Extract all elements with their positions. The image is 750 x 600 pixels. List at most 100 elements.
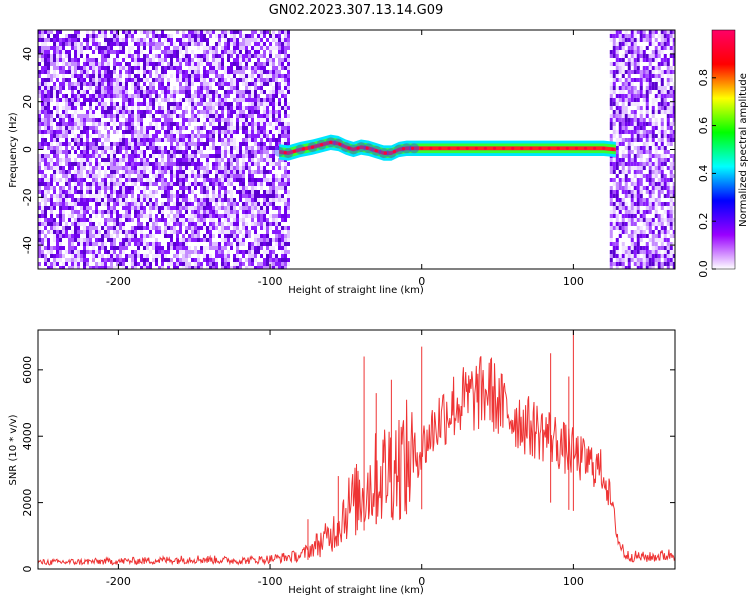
heatmap-cell — [624, 50, 628, 54]
heatmap-cell — [44, 254, 47, 258]
heatmap-cell — [251, 186, 254, 190]
heatmap-cell — [95, 142, 98, 146]
heatmap-cell — [197, 94, 200, 98]
heatmap-cell — [50, 250, 53, 254]
heatmap-cell — [188, 38, 191, 42]
heatmap-cell — [77, 98, 80, 102]
heatmap-cell — [266, 62, 269, 66]
heatmap-cell — [74, 182, 77, 186]
heatmap-cell — [149, 266, 152, 269]
heatmap-cell — [257, 74, 260, 78]
heatmap-cell — [263, 118, 266, 122]
heatmap-cell — [59, 50, 62, 54]
heatmap-cell — [272, 162, 275, 166]
heatmap-cell — [128, 238, 131, 242]
heatmap-cell — [89, 62, 92, 66]
heatmap-cell — [74, 186, 77, 190]
heatmap-cell — [627, 86, 631, 90]
heatmap-cell — [95, 206, 98, 210]
heatmap-cell — [176, 246, 179, 250]
heatmap-cell — [47, 154, 50, 158]
heatmap-cell — [131, 46, 134, 50]
heatmap-cell — [275, 34, 278, 38]
heatmap-cell — [609, 34, 613, 38]
heatmap-cell — [254, 130, 257, 134]
heatmap-cell — [618, 262, 622, 266]
heatmap-cell — [158, 242, 161, 246]
heatmap-cell — [275, 214, 278, 218]
heatmap-cell — [185, 110, 188, 114]
heatmap-cell — [627, 34, 631, 38]
heatmap-cell — [83, 218, 86, 222]
heatmap-cell — [140, 154, 143, 158]
heatmap-cell — [239, 238, 242, 242]
heatmap-cell — [612, 62, 616, 66]
heatmap-cell — [188, 198, 191, 202]
heatmap-cell — [128, 142, 131, 146]
heatmap-cell — [185, 146, 188, 150]
heatmap-cell — [131, 54, 134, 58]
heatmap-cell — [251, 214, 254, 218]
heatmap-cell — [182, 46, 185, 50]
heatmap-cell — [128, 202, 131, 206]
heatmap-cell — [212, 30, 215, 34]
heatmap-cell — [155, 230, 158, 234]
heatmap-cell — [146, 254, 149, 258]
heatmap-cell — [224, 198, 227, 202]
heatmap-cell — [200, 54, 203, 58]
heatmap-cell — [47, 110, 50, 114]
heatmap-cell — [146, 130, 149, 134]
heatmap-cell — [621, 114, 625, 118]
heatmap-cell — [176, 178, 179, 182]
heatmap-cell — [284, 94, 287, 98]
heatmap-cell — [188, 218, 191, 222]
heatmap-cell — [233, 90, 236, 94]
heatmap-cell — [158, 266, 161, 269]
heatmap-cell — [59, 142, 62, 146]
heatmap-cell — [254, 82, 257, 86]
heatmap-cell — [104, 174, 107, 178]
heatmap-cell — [194, 198, 197, 202]
heatmap-cell — [149, 102, 152, 106]
heatmap-cell — [143, 114, 146, 118]
heatmap-cell — [648, 130, 652, 134]
heatmap-cell — [215, 198, 218, 202]
heatmap-cell — [663, 226, 667, 230]
heatmap-cell — [618, 94, 622, 98]
heatmap-cell — [236, 82, 239, 86]
heatmap-cell — [164, 130, 167, 134]
heatmap-cell — [624, 178, 628, 182]
heatmap-cell — [62, 174, 65, 178]
heatmap-cell — [281, 90, 284, 94]
heatmap-cell — [113, 242, 116, 246]
heatmap-cell — [197, 230, 200, 234]
heatmap-cell — [74, 38, 77, 42]
heatmap-cell — [284, 142, 287, 146]
heatmap-cell — [260, 86, 263, 90]
heatmap-cell — [71, 94, 74, 98]
heatmap-cell — [137, 118, 140, 122]
heatmap-cell — [116, 74, 119, 78]
heatmap-cell — [200, 78, 203, 82]
heatmap-cell — [227, 70, 230, 74]
heatmap-cell — [44, 114, 47, 118]
heatmap-cell — [281, 134, 284, 138]
heatmap-cell — [215, 66, 218, 70]
heatmap-cell — [203, 214, 206, 218]
heatmap-cell — [666, 150, 670, 154]
heatmap-cell — [669, 154, 673, 158]
heatmap-cell — [134, 158, 137, 162]
signal-halo — [333, 138, 344, 149]
heatmap-cell — [110, 102, 113, 106]
heatmap-cell — [143, 166, 146, 170]
heatmap-cell — [65, 182, 68, 186]
heatmap-cell — [158, 206, 161, 210]
heatmap-cell — [633, 162, 637, 166]
heatmap-cell — [636, 242, 640, 246]
heatmap-cell — [119, 202, 122, 206]
heatmap-cell — [215, 258, 218, 262]
heatmap-cell — [212, 98, 215, 102]
heatmap-cell — [248, 166, 251, 170]
heatmap-cell — [53, 202, 56, 206]
heatmap-cell — [74, 218, 77, 222]
